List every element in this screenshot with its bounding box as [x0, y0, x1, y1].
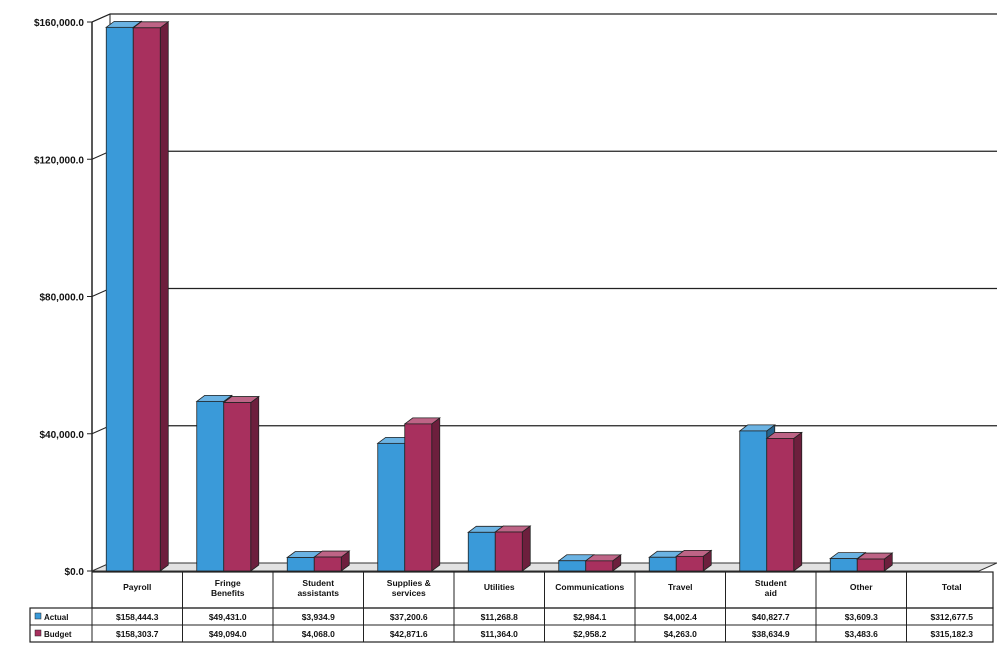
category-label: Travel: [668, 582, 693, 592]
data-label: $4,263.0: [664, 629, 697, 639]
bar-side: [431, 417, 441, 572]
bar: [132, 21, 170, 572]
category-label: Student aid: [755, 578, 787, 598]
data-label: $158,303.7: [116, 629, 159, 639]
data-label: $11,364.0: [481, 629, 519, 639]
bar-front: [585, 560, 614, 572]
category-label: Total: [942, 582, 962, 592]
bar-front: [132, 27, 161, 572]
category-label-line: Benefits: [211, 588, 245, 598]
bar-front: [467, 531, 496, 572]
bar-front: [377, 442, 406, 572]
bar-front: [675, 555, 704, 572]
category-label: Communications: [555, 582, 624, 592]
bar-side: [521, 525, 531, 572]
legend-label: Actual: [44, 613, 68, 622]
bar-front: [739, 430, 768, 572]
bar-front: [404, 423, 433, 572]
bar: [222, 395, 260, 572]
category-label-line: Student: [302, 578, 334, 588]
data-label: $42,871.6: [390, 629, 428, 639]
category-label: Utilities: [484, 582, 515, 592]
bar: [765, 431, 803, 572]
legend-label: Budget: [44, 630, 72, 639]
bar: [675, 549, 713, 572]
bar-front: [829, 558, 858, 572]
bar: [584, 554, 622, 572]
category-label-line: Supplies &: [387, 578, 431, 588]
data-label: $37,200.6: [390, 612, 428, 622]
data-label: $4,068.0: [302, 629, 335, 639]
bar-front: [494, 531, 523, 572]
category-label: Fringe Benefits: [211, 578, 245, 598]
y-tick-label: $40,000.0: [40, 430, 85, 441]
bar: [313, 550, 351, 572]
bar-front: [223, 402, 252, 572]
bar-front: [558, 560, 587, 572]
y-tick-label: $120,000.0: [34, 155, 84, 166]
category-label-line: Fringe: [215, 578, 241, 588]
bar-front: [105, 26, 134, 572]
category-label-line: Payroll: [123, 582, 151, 592]
category-label: Other: [850, 582, 873, 592]
data-label: $49,094.0: [209, 629, 247, 639]
data-label: $38,634.9: [752, 629, 790, 639]
data-label: $3,483.6: [845, 629, 878, 639]
bar-side: [793, 431, 803, 572]
category-label-line: Other: [850, 582, 873, 592]
category-label: Student assistants: [297, 578, 339, 598]
bar-front: [648, 556, 677, 572]
data-label: $2,984.1: [573, 612, 606, 622]
bar-front: [766, 438, 795, 572]
bar: [856, 552, 894, 572]
y-axis-ticks: $0.0 $40,000.0 $80,000.0 $120,000.0 $160,000…: [34, 18, 92, 578]
category-label-line: Communications: [555, 582, 624, 592]
bar-side: [159, 21, 169, 572]
bar: [494, 525, 532, 572]
data-label: $11,268.8: [481, 612, 519, 622]
data-label: $40,827.7: [752, 612, 790, 622]
bar-front: [196, 400, 225, 572]
category-label: Supplies & services: [387, 578, 431, 598]
data-label: $4,002.4: [664, 612, 697, 622]
legend-key: [34, 612, 42, 620]
data-label: $312,677.5: [930, 612, 973, 622]
bar-front: [856, 558, 885, 572]
category-label-line: aid: [765, 588, 777, 598]
bar-front: [286, 557, 315, 572]
data-label: $158,444.3: [116, 612, 159, 622]
bar-front: [313, 556, 342, 572]
gridlines: [91, 13, 997, 435]
y-tick-label: $160,000.0: [34, 18, 84, 29]
category-label-line: Travel: [668, 582, 693, 592]
data-label: $3,934.9: [302, 612, 335, 622]
category-label-line: Total: [942, 582, 962, 592]
legend-key: [34, 629, 42, 637]
category-label-line: services: [392, 588, 426, 598]
data-label: $49,431.0: [209, 612, 247, 622]
data-label: $3,609.3: [845, 612, 878, 622]
gridline-diag: [91, 13, 111, 23]
data-label: $2,958.2: [573, 629, 606, 639]
bar-side: [250, 395, 260, 572]
bar: [403, 417, 441, 572]
bars: [105, 20, 894, 572]
category-label: Payroll: [123, 582, 151, 592]
y-tick-label: $80,000.0: [40, 293, 85, 304]
category-label-line: Utilities: [484, 582, 515, 592]
category-label-line: assistants: [297, 588, 339, 598]
y-tick-label: $0.0: [65, 567, 85, 578]
category-label-line: Student: [755, 578, 787, 588]
data-label: $315,182.3: [930, 629, 973, 639]
